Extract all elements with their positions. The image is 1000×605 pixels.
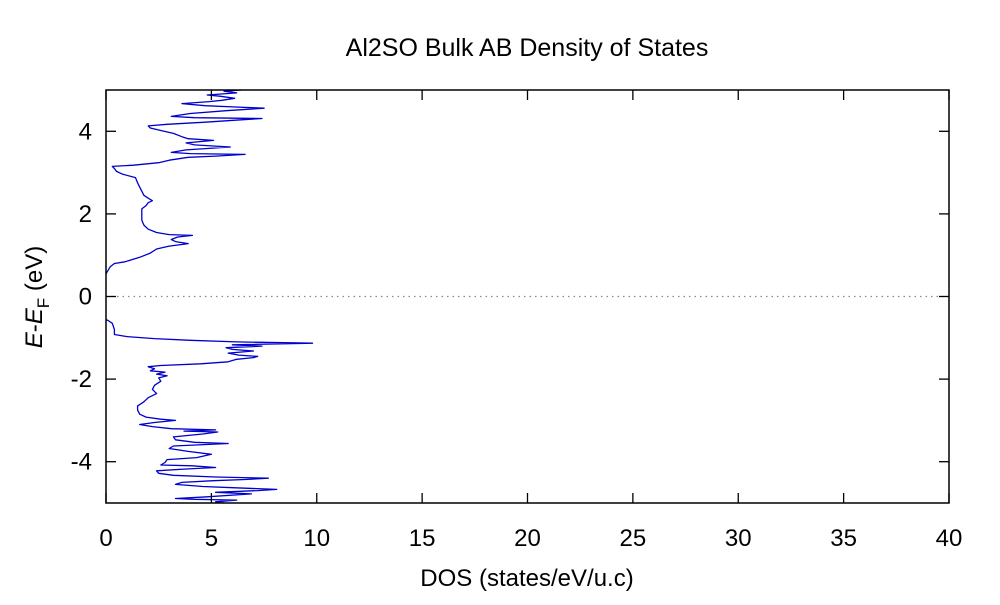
y-tick-label: 0 xyxy=(79,284,92,311)
x-tick-label: 15 xyxy=(409,525,436,552)
x-axis-ticks: 0 5 10 15 20 25 30 35 40 xyxy=(99,90,962,552)
y-tick-label: 4 xyxy=(79,118,92,145)
y-axis-title-sub-main: E xyxy=(21,307,48,324)
y-axis-title: E-EF (eV) xyxy=(21,246,53,348)
x-tick-label: 5 xyxy=(205,525,218,552)
x-tick-label: 10 xyxy=(303,525,330,552)
x-tick-label: 30 xyxy=(725,525,752,552)
dos-series-line-0 xyxy=(105,89,314,504)
y-axis-title-unit: (eV) xyxy=(21,246,48,298)
x-axis-title: DOS (states/eV/u.c) xyxy=(420,565,633,592)
chart-title: Al2SO Bulk AB Density of States xyxy=(346,34,709,62)
plot-frame xyxy=(105,89,950,504)
x-tick-label: 0 xyxy=(99,525,112,552)
x-tick-label: 25 xyxy=(620,525,647,552)
y-axis-ticks: -4 -2 0 2 4 xyxy=(71,118,949,476)
y-tick-label: -4 xyxy=(71,449,92,476)
x-tick-label: 20 xyxy=(514,525,541,552)
x-tick-label: 40 xyxy=(936,525,963,552)
series-layer xyxy=(105,89,314,504)
y-tick-label: -2 xyxy=(71,366,92,393)
y-axis-title-dash: - xyxy=(21,324,48,332)
y-axis-title-main: E xyxy=(21,331,48,348)
x-tick-label: 35 xyxy=(830,525,857,552)
y-tick-label: 2 xyxy=(79,201,92,228)
y-axis-title-sub: F xyxy=(34,298,53,308)
